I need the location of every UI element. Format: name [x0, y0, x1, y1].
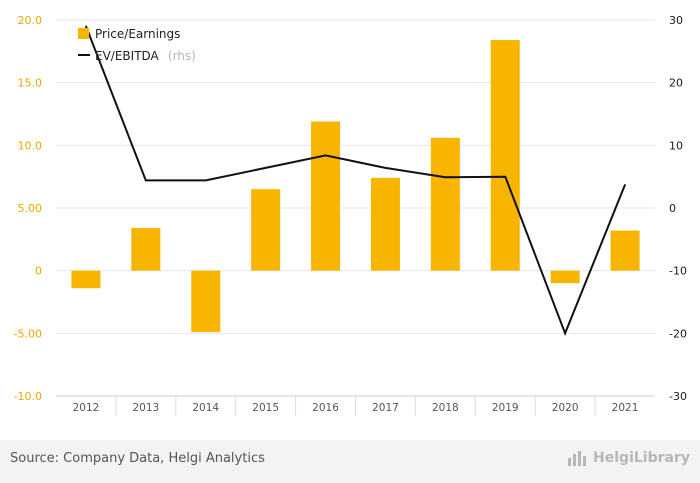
grid-lines — [56, 19, 655, 397]
footer: Source: Company Data, Helgi Analytics He… — [0, 440, 700, 483]
y-right-tick-label: 30 — [669, 14, 683, 27]
point-ev-ebitda-2015 — [264, 167, 267, 169]
y-left-tick-label: -10.0 — [14, 390, 42, 403]
y-left-tick-label: 20.0 — [18, 14, 43, 27]
bar-price-earnings-2018 — [430, 137, 460, 271]
line-ev-ebitda — [85, 25, 626, 337]
price-earnings-bars — [71, 40, 640, 333]
x-tick-label: 2015 — [252, 402, 279, 414]
x-tick-label: 2016 — [312, 402, 339, 414]
bar-price-earnings-2014 — [191, 270, 221, 333]
ev-ebitda-line-series — [85, 25, 626, 337]
bar-price-earnings-2019 — [490, 40, 520, 271]
y-right-tick-label: -10 — [669, 265, 687, 278]
legend: Price/Earnings EV/EBITDA (rhs) — [78, 27, 196, 64]
x-tick-label: 2012 — [73, 402, 100, 414]
helgi-library-logo-icon — [568, 451, 587, 466]
x-tick-label: 2017 — [372, 402, 399, 414]
y-right-tick-label: -30 — [669, 390, 687, 403]
bar-price-earnings-2021 — [610, 230, 640, 271]
y-right-tick-label: 10 — [669, 139, 683, 152]
bar-price-earnings-2017 — [370, 177, 400, 271]
point-ev-ebitda-2016 — [324, 154, 327, 157]
x-tick-label: 2018 — [432, 402, 459, 414]
point-ev-ebitda-2013 — [145, 179, 147, 182]
point-ev-ebitda-2021 — [624, 184, 626, 186]
x-tick-label: 2021 — [612, 402, 639, 414]
y-left-tick-label: 15.0 — [18, 77, 43, 90]
point-ev-ebitda-2020 — [564, 332, 566, 335]
bar-price-earnings-2016 — [311, 121, 341, 271]
x-tick-label: 2019 — [492, 402, 519, 414]
x-tick-label: 2020 — [552, 402, 579, 414]
x-tick-label: 2013 — [132, 402, 159, 414]
legend-rhs-note: (rhs) — [168, 49, 196, 63]
y-right-tick-label: 20 — [669, 77, 683, 90]
y-left-tick-label: 10.0 — [18, 139, 43, 152]
right-axis: 30 20 10 0 -10 -20 -30 — [669, 14, 687, 403]
legend-swatch-price-earnings — [78, 28, 89, 39]
bar-price-earnings-2020 — [550, 270, 580, 284]
legend-label-ev-ebitda: EV/EBITDA — [95, 49, 160, 63]
point-ev-ebitda-2018 — [444, 176, 447, 179]
x-tick-label: 2014 — [192, 402, 219, 414]
x-axis: 2012 2013 2014 2015 2016 2017 2018 2019 2020 2021 — [73, 396, 639, 416]
bar-price-earnings-2013 — [131, 228, 161, 271]
point-ev-ebitda-2014 — [204, 179, 207, 182]
source-text: Source: Company Data, Helgi Analytics — [10, 451, 265, 466]
point-ev-ebitda-2017 — [384, 167, 387, 169]
legend-label-ev-ebitda-group: EV/EBITDA (rhs) — [95, 45, 196, 64]
y-left-tick-label: 0 — [35, 265, 42, 278]
brand-name: HelgiLibrary — [593, 450, 690, 466]
y-left-tick-label: -5.00 — [14, 327, 42, 340]
left-axis: 20.0 15.0 10.0 5.00 0 -5.00 -10.0 — [14, 14, 42, 403]
chart: 20.0 15.0 10.0 5.00 0 -5.00 -10.0 30 20 10 0 -10 -2… — [14, 14, 687, 416]
y-right-tick-label: 0 — [669, 202, 676, 215]
y-left-tick-label: 5.00 — [18, 202, 43, 215]
brand[interactable]: HelgiLibrary — [567, 449, 690, 467]
bar-price-earnings-2015 — [251, 189, 281, 271]
point-ev-ebitda-2019 — [504, 175, 507, 178]
bar-price-earnings-2012 — [71, 270, 101, 289]
legend-label-price-earnings: Price/Earnings — [95, 27, 180, 41]
point-ev-ebitda-2012 — [85, 25, 87, 28]
y-right-tick-label: -20 — [669, 327, 687, 340]
